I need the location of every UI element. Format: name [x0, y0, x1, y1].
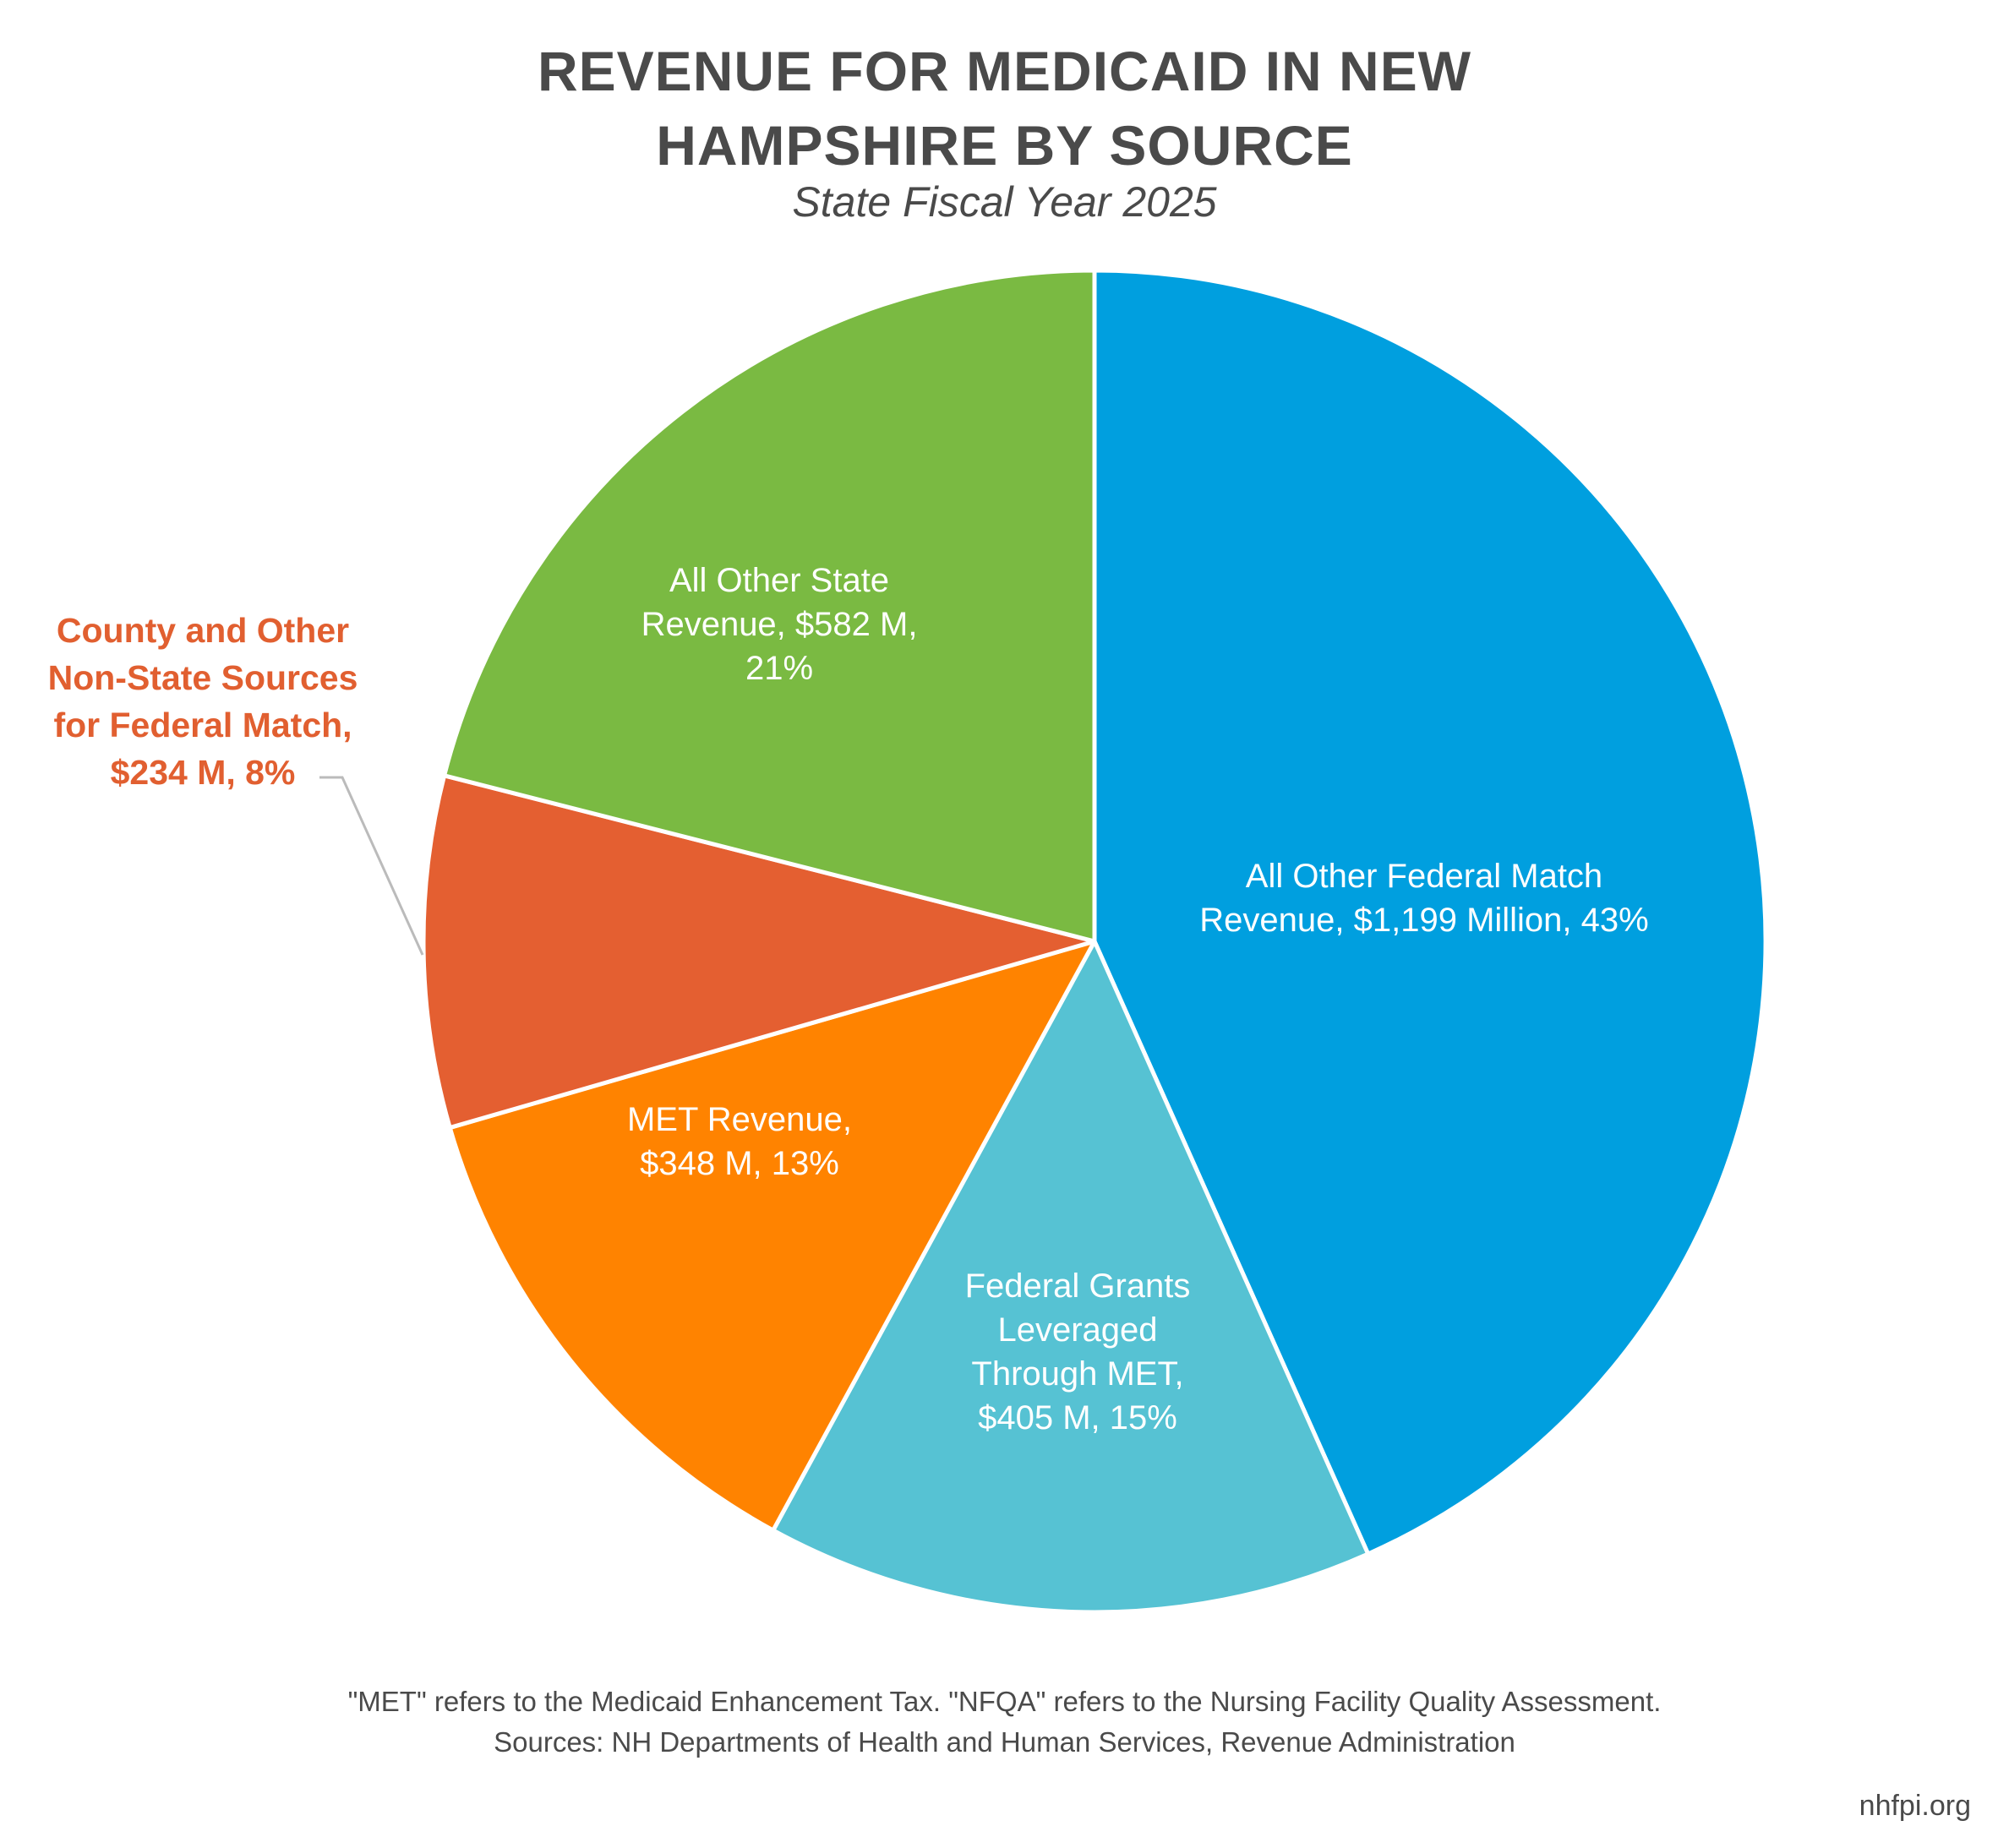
slice-data-label-line: All Other State [669, 562, 889, 599]
external-label-line: Non-State Sources [47, 658, 358, 697]
slice-data-label-line: Revenue, $582 M, [641, 606, 918, 643]
slice-data-label-line: All Other Federal Match [1246, 858, 1602, 895]
slice-data-label-line: Through MET, [971, 1355, 1183, 1393]
slice-data-label: All Other State Revenue, $582 M, 21% [641, 562, 918, 687]
pie-slice-federal-grants-leveraged-through-met [771, 939, 1371, 1615]
slice-data-label-line: Revenue, $1,199 Million, 43% [1199, 902, 1648, 939]
chart-title-line-2: HAMPSHIRE BY SOURCE [656, 114, 1353, 177]
footnote: "MET" refers to the Medicaid Enhancement… [0, 1682, 2009, 1763]
pie-slice-all-other-federal-match-revenue [1092, 268, 1768, 1556]
external-label-line: for Federal Match, [53, 706, 352, 744]
slice-data-label-line: 21% [745, 650, 813, 687]
source-credit: nhfpi.org [1859, 1790, 1971, 1822]
slice-data-label-line: $348 M, 13% [640, 1145, 839, 1182]
footnote-line-1: "MET" refers to the Medicaid Enhancement… [347, 1686, 1662, 1717]
external-slice-label-county: County and Other Non-State Sources for F… [8, 607, 397, 796]
chart-subtitle: State Fiscal Year 2025 [792, 178, 1217, 226]
external-label-line: $234 M, 8% [110, 753, 296, 792]
chart-title-line-1: REVENUE FOR MEDICAID IN NEW [537, 40, 1472, 102]
slice-data-label-line: Federal Grants [965, 1267, 1191, 1305]
pie-slice-met-revenue [447, 939, 1097, 1533]
slice-data-label-line: Leveraged [997, 1311, 1157, 1349]
slice-data-label: Federal Grants Leveraged Through MET, $405 … [965, 1267, 1191, 1436]
slice-data-label-line: MET Revenue, [627, 1101, 852, 1138]
pie-slice-all-other-state-revenue [442, 268, 1097, 944]
leader-line [319, 776, 424, 956]
external-label-line: County and Other [56, 611, 350, 650]
slice-data-label: All Other Federal Match Revenue, $1,199 M… [1199, 858, 1648, 939]
slice-data-label: MET Revenue, $348 M, 13% [627, 1101, 852, 1182]
chart-title: REVENUE FOR MEDICAID IN NEW HAMPSHIRE BY… [0, 34, 2009, 183]
footnote-sources: Sources: NH Departments of Health and Hu… [494, 1726, 1515, 1758]
slice-data-label-line: $405 M, 15% [978, 1399, 1177, 1436]
pie-slice-county-and-other-non-state-sources-for-federal-match [421, 773, 1097, 1131]
